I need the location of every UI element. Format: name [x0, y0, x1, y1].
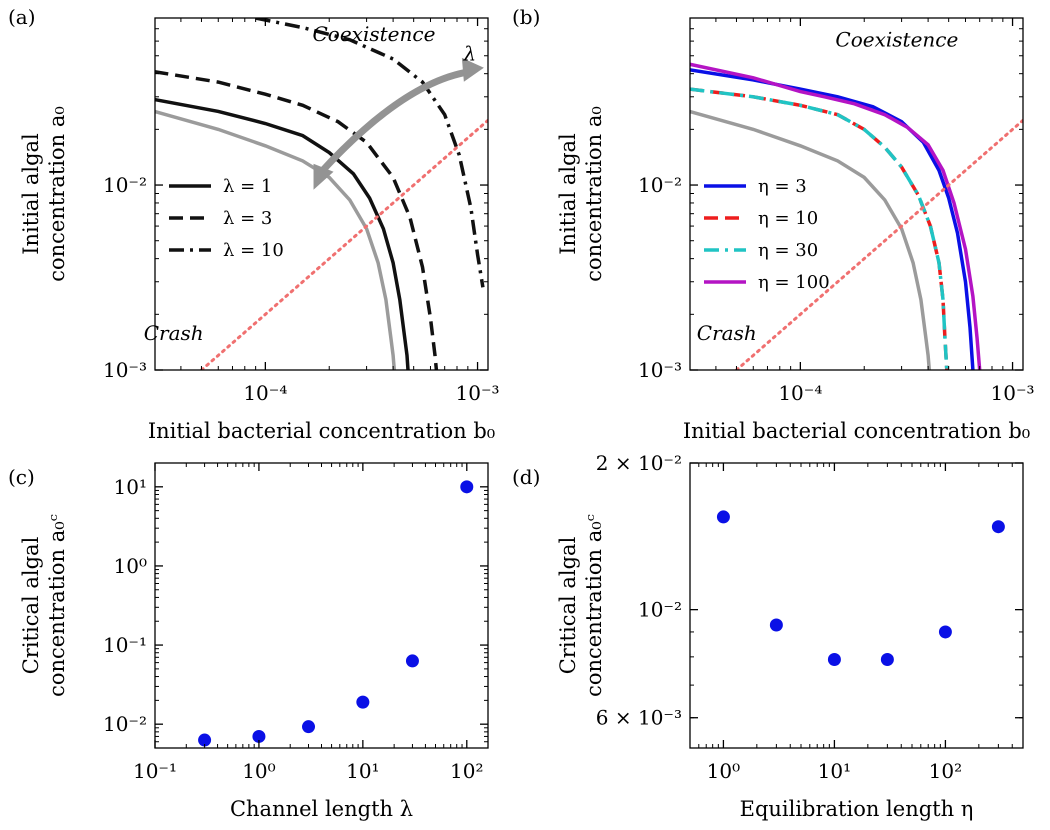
x-tick-label: 10²: [450, 759, 483, 783]
annotation-coexistence: Coexistence: [835, 28, 958, 52]
plot-area: [716, 510, 1005, 667]
series-line-baseline-curve: [690, 109, 932, 370]
series-line--3: [155, 70, 439, 370]
y-axis-title-line1: Critical algal: [556, 536, 580, 674]
data-point: [460, 480, 474, 494]
data-point: [716, 510, 730, 524]
y-axis-title-line2: concentration a₀ᶜ: [582, 514, 606, 697]
annotation-coexistence: Coexistence: [313, 22, 436, 46]
legend-label: λ = 10: [223, 240, 284, 261]
data-point: [827, 653, 841, 667]
series-line-baseline-curve: [155, 109, 397, 370]
x-tick-label: 10⁻³: [456, 381, 500, 405]
data-point: [880, 653, 894, 667]
y-tick-label: 10¹: [114, 475, 147, 499]
y-tick-label: 2 × 10⁻²: [596, 451, 682, 475]
y-tick-label: 10⁰: [114, 554, 147, 578]
annotation--: λ: [463, 42, 477, 66]
x-tick-label: 10⁰: [707, 759, 740, 783]
y-axis-title-line2: concentration a₀: [45, 106, 69, 282]
y-tick-label: 10⁻²: [103, 712, 147, 736]
plot-frame: [689, 462, 1024, 749]
y-axis-title-line1: Critical algal: [19, 536, 43, 674]
x-axis-title: Equilibration length η: [740, 797, 974, 821]
y-tick-label: 10⁻²: [103, 173, 147, 197]
data-point: [991, 520, 1005, 534]
plot-area: [690, 62, 1023, 370]
panel-c: 10⁻¹ 10⁰ 10¹ 10² 10⁻² 10⁻¹ 10⁰ 10¹ Channel lengt…: [8, 462, 489, 821]
legend-label: η = 3: [758, 176, 807, 197]
legend-label: λ = 3: [223, 208, 272, 229]
plot-frame: [154, 17, 489, 371]
plot-frame: [689, 17, 1024, 371]
series-line-reference-diagonal: [200, 118, 488, 370]
x-tick-label: 10⁻⁴: [778, 381, 822, 405]
x-tick-label: 10¹: [818, 759, 851, 783]
data-point: [252, 729, 266, 743]
annotation-crash: Crash: [697, 321, 757, 345]
series-line-reference-diagonal: [735, 118, 1023, 370]
data-point: [405, 654, 419, 668]
x-tick-label: 10²: [929, 759, 962, 783]
y-axis-title-line1: Initial algal: [19, 133, 43, 255]
legend-label: η = 10: [758, 208, 818, 229]
y-tick-label: 10⁻³: [103, 358, 147, 382]
series-line--10: [255, 18, 485, 288]
plot-area: [198, 480, 474, 747]
panel-label: (b): [512, 5, 540, 29]
y-tick-label: 10⁻²: [638, 598, 682, 622]
x-axis-title: Channel length λ: [230, 797, 413, 821]
legend-label: η = 30: [758, 240, 818, 261]
legend-label: λ = 1: [223, 176, 272, 197]
x-tick-label: 10⁻⁴: [243, 381, 287, 405]
plot-area: [155, 18, 488, 370]
data-point: [198, 733, 212, 747]
panel-label: (d): [512, 465, 540, 489]
data-point: [769, 618, 783, 632]
series-line--1: [155, 97, 410, 370]
series-line--100: [690, 62, 982, 370]
annotation-crash: Crash: [144, 321, 204, 345]
lambda-arrow-shaft: [316, 68, 471, 177]
y-tick-label: 10⁻¹: [103, 633, 147, 657]
plot-frame: [154, 462, 489, 749]
data-point: [356, 695, 370, 709]
lambda-arrow-head-end: [461, 57, 484, 82]
data-point: [302, 720, 316, 734]
panel-d: 10⁰ 10¹ 10² 6 × 10⁻³ 10⁻² 2 × 10⁻² Equilibrati…: [512, 451, 1024, 821]
y-tick-label: 10⁻²: [638, 173, 682, 197]
x-tick-label: 10⁻¹: [133, 759, 177, 783]
x-axis-title: Initial bacterial concentration b₀: [683, 419, 1030, 443]
x-tick-label: 10⁻³: [991, 381, 1035, 405]
series-line--30: [690, 87, 949, 370]
x-tick-label: 10⁰: [242, 759, 275, 783]
panel-label: (c): [8, 465, 35, 489]
x-axis-title: Initial bacterial concentration b₀: [148, 419, 495, 443]
panel-b: 10⁻⁴ 10⁻³ 10⁻³ 10⁻² Initial bacterial concen…: [512, 5, 1035, 443]
panel-label: (a): [8, 5, 36, 29]
data-point: [938, 625, 952, 639]
x-tick-label: 10¹: [346, 759, 379, 783]
panel-a: 10⁻⁴ 10⁻³ 10⁻³ 10⁻² Initial bacterial concen…: [8, 5, 500, 443]
y-axis-title-line2: concentration a₀: [582, 106, 606, 282]
y-axis-title-line2: concentration a₀ᶜ: [45, 514, 69, 697]
y-tick-label: 10⁻³: [638, 358, 682, 382]
legend-label: η = 100: [758, 272, 830, 293]
y-axis-title-line1: Initial algal: [556, 133, 580, 255]
y-tick-label: 6 × 10⁻³: [596, 706, 682, 730]
lambda-arrow-head-start: [313, 163, 334, 190]
